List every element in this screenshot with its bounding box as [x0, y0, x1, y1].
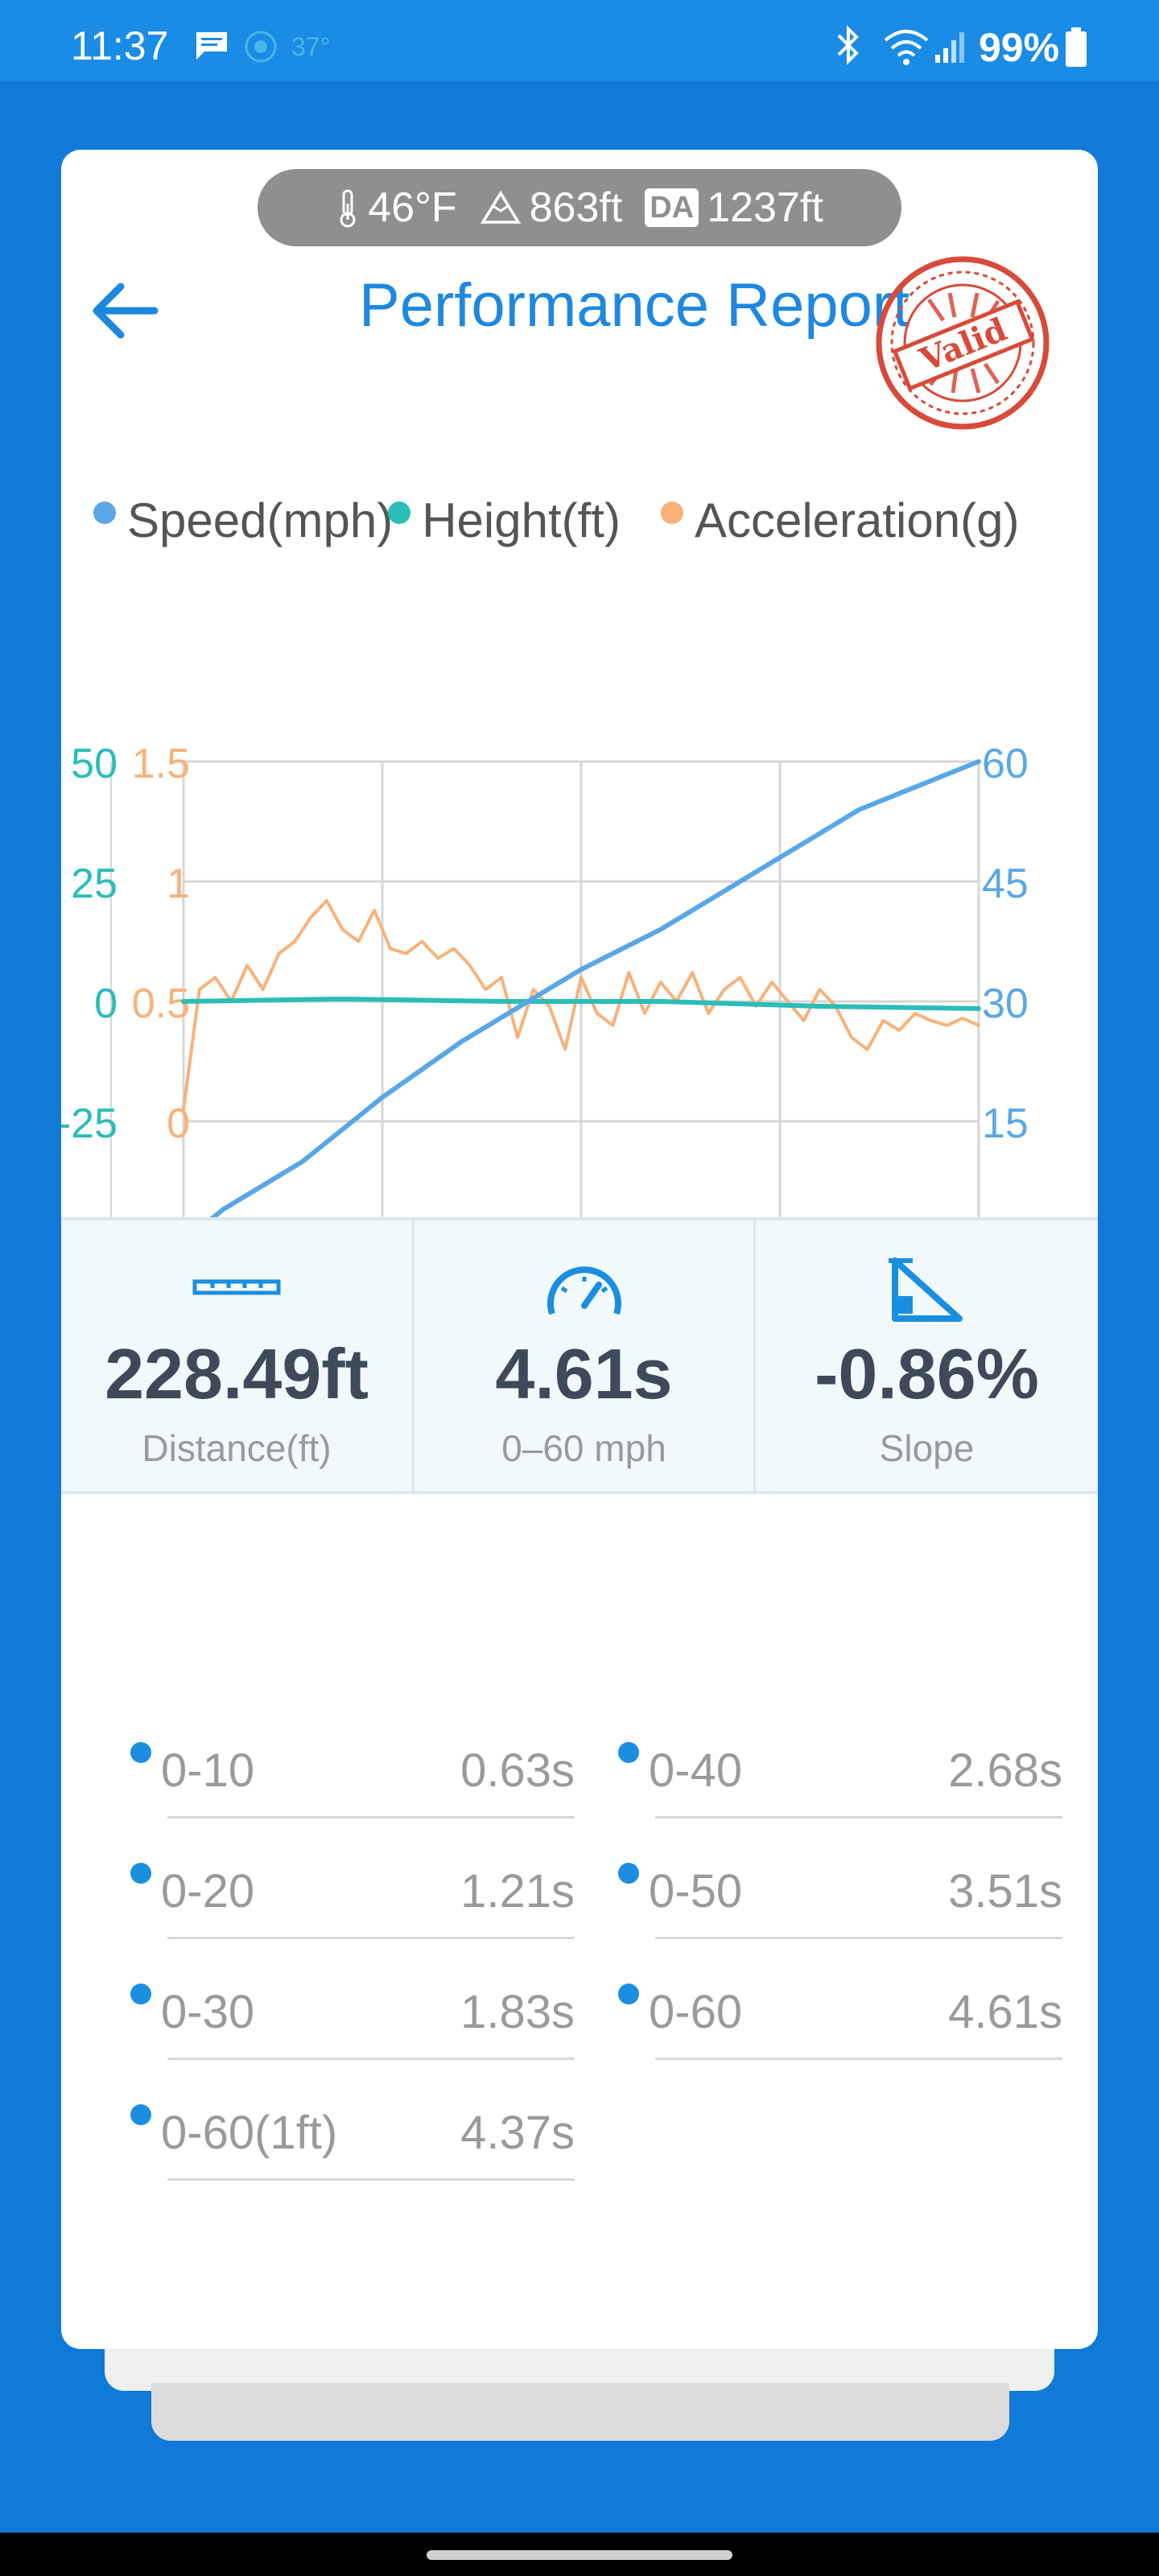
legend-label-height: Height(ft): [422, 493, 621, 547]
home-gesture-handle[interactable]: [427, 2550, 732, 2560]
stat-slope: -0.86% Slope: [753, 1220, 1098, 1491]
stat-distance-label: Distance(ft): [142, 1427, 332, 1469]
stat-time-value: 4.61s: [495, 1334, 673, 1414]
tick-label-height: -25: [61, 1100, 118, 1147]
stat-distance: 228.49ft Distance(ft): [61, 1220, 412, 1491]
legend-dot-height: [388, 502, 411, 524]
legend-item-acceleration: Acceleration(g): [660, 493, 1020, 548]
split-time: 2.68s: [948, 1744, 1062, 1797]
split-item-0-50: 0-50 3.51s: [612, 1848, 1062, 1953]
page-title: Performance Report: [359, 271, 910, 340]
tick-label-height: 0: [94, 980, 118, 1027]
stat-slope-value: -0.86%: [815, 1334, 1039, 1414]
split-item-0-10: 0-10 0.63s: [124, 1728, 575, 1832]
stat-slope-label: Slope: [879, 1427, 975, 1469]
bluetooth-icon: [837, 25, 859, 65]
card-stack-back-2: [151, 2383, 1009, 2441]
split-item-0-40: 0-40 2.68s: [612, 1728, 1062, 1832]
split-divider: [167, 2178, 575, 2181]
series-line-acceleration: [182, 898, 980, 1112]
tick-label-speed: 60: [982, 741, 1029, 787]
bullet-dot: [130, 1863, 151, 1884]
bullet-dot: [618, 1742, 639, 1763]
status-bar: 11:37 37° 99%: [0, 0, 1159, 80]
split-time: 3.51s: [948, 1865, 1062, 1918]
legend-label-acceleration: Acceleration(g): [694, 493, 1020, 547]
battery-percent: 99%: [979, 25, 1060, 70]
valid-stamp: Valid: [876, 256, 1050, 430]
stat-distance-value: 228.49ft: [105, 1334, 369, 1414]
battery-icon: [1066, 27, 1087, 67]
split-item-0-30: 0-30 1.83s: [124, 1969, 575, 2074]
legend-item-height: Height(ft): [388, 493, 621, 548]
signal-icon: [935, 32, 964, 63]
thermometer-icon: [340, 189, 356, 228]
bullet-dot: [130, 2104, 151, 2125]
wifi-icon: [884, 30, 929, 65]
system-nav-bar: [0, 2533, 1159, 2576]
split-time: 1.83s: [460, 1986, 575, 2038]
message-icon: [196, 32, 227, 60]
status-time: 11:37: [71, 23, 169, 68]
mountain-icon: [480, 190, 521, 224]
bullet-dot: [130, 1984, 151, 2004]
legend-dot-speed: [93, 502, 116, 524]
speedometer-icon: [547, 1266, 621, 1315]
split-name: 0-60: [649, 1986, 743, 2038]
split-time: 1.21s: [460, 1865, 575, 1918]
status-weather-temp: 37°: [291, 32, 331, 61]
split-name: 0-30: [161, 1986, 255, 2038]
ruler-icon: [192, 1279, 281, 1295]
slope-icon: [888, 1257, 963, 1322]
split-divider: [655, 1816, 1062, 1818]
split-time: 4.37s: [460, 2107, 575, 2159]
temperature-value: 46°F: [368, 184, 457, 231]
bullet-dot: [618, 1863, 639, 1884]
split-divider: [167, 2058, 575, 2060]
split-divider: [167, 1937, 575, 1939]
split-name: 0-20: [161, 1865, 255, 1918]
tick-label-acceleration: 1.5: [132, 741, 190, 787]
split-name: 0-10: [161, 1744, 255, 1797]
tick-label-speed: 30: [982, 980, 1029, 1027]
split-divider: [655, 1937, 1062, 1939]
bullet-dot: [618, 1984, 639, 2004]
tick-label-speed: 45: [982, 861, 1029, 907]
tick-label-acceleration: 0.5: [132, 980, 190, 1027]
chart-legend: Speed(mph) Height(ft) Acceleration(g): [93, 488, 1019, 552]
split-time: 0.63s: [460, 1744, 575, 1797]
split-item-0-60-1ft: 0-60(1ft) 4.37s: [124, 2090, 575, 2194]
legend-dot-acceleration: [660, 502, 683, 524]
back-arrow-icon[interactable]: [84, 270, 164, 351]
stats-panel: 228.49ft Distance(ft) 4.61s 0–60 mph -0.…: [61, 1217, 1098, 1494]
split-name: 0-40: [649, 1744, 743, 1797]
split-name: 0-60(1ft): [161, 2107, 338, 2159]
conditions-pill: 46°F 863ft DA 1237ft: [258, 169, 901, 246]
bullet-dot: [130, 1742, 151, 1763]
series-line-height: [181, 997, 981, 1011]
split-divider: [655, 2058, 1062, 2060]
performance-report-card: 46°F 863ft DA 1237ft Performance Report: [57, 150, 1098, 2349]
series-line-speed: [181, 759, 981, 1244]
stat-time-label: 0–60 mph: [501, 1427, 666, 1469]
tick-label-acceleration: 1: [167, 861, 190, 907]
split-item-0-20: 0-20 1.21s: [124, 1848, 575, 1953]
legend-item-speed: Speed(mph): [93, 493, 393, 548]
stat-time: 4.61s 0–60 mph: [412, 1220, 753, 1491]
density-altitude-value: 1237ft: [707, 184, 823, 231]
altitude-value: 863ft: [529, 184, 623, 231]
legend-label-speed: Speed(mph): [127, 493, 394, 547]
tick-label-speed: 15: [982, 1100, 1029, 1147]
split-item-0-60: 0-60 4.61s: [612, 1969, 1062, 2074]
tick-label-acceleration: 0: [167, 1100, 190, 1147]
split-divider: [167, 1816, 575, 1818]
split-name: 0-50: [649, 1865, 743, 1918]
density-altitude-badge: DA: [645, 188, 699, 227]
weather-icon: [245, 31, 277, 63]
tick-label-height: 25: [71, 861, 118, 907]
split-time: 4.61s: [948, 1986, 1062, 2038]
tick-label-height: 50: [71, 741, 118, 787]
